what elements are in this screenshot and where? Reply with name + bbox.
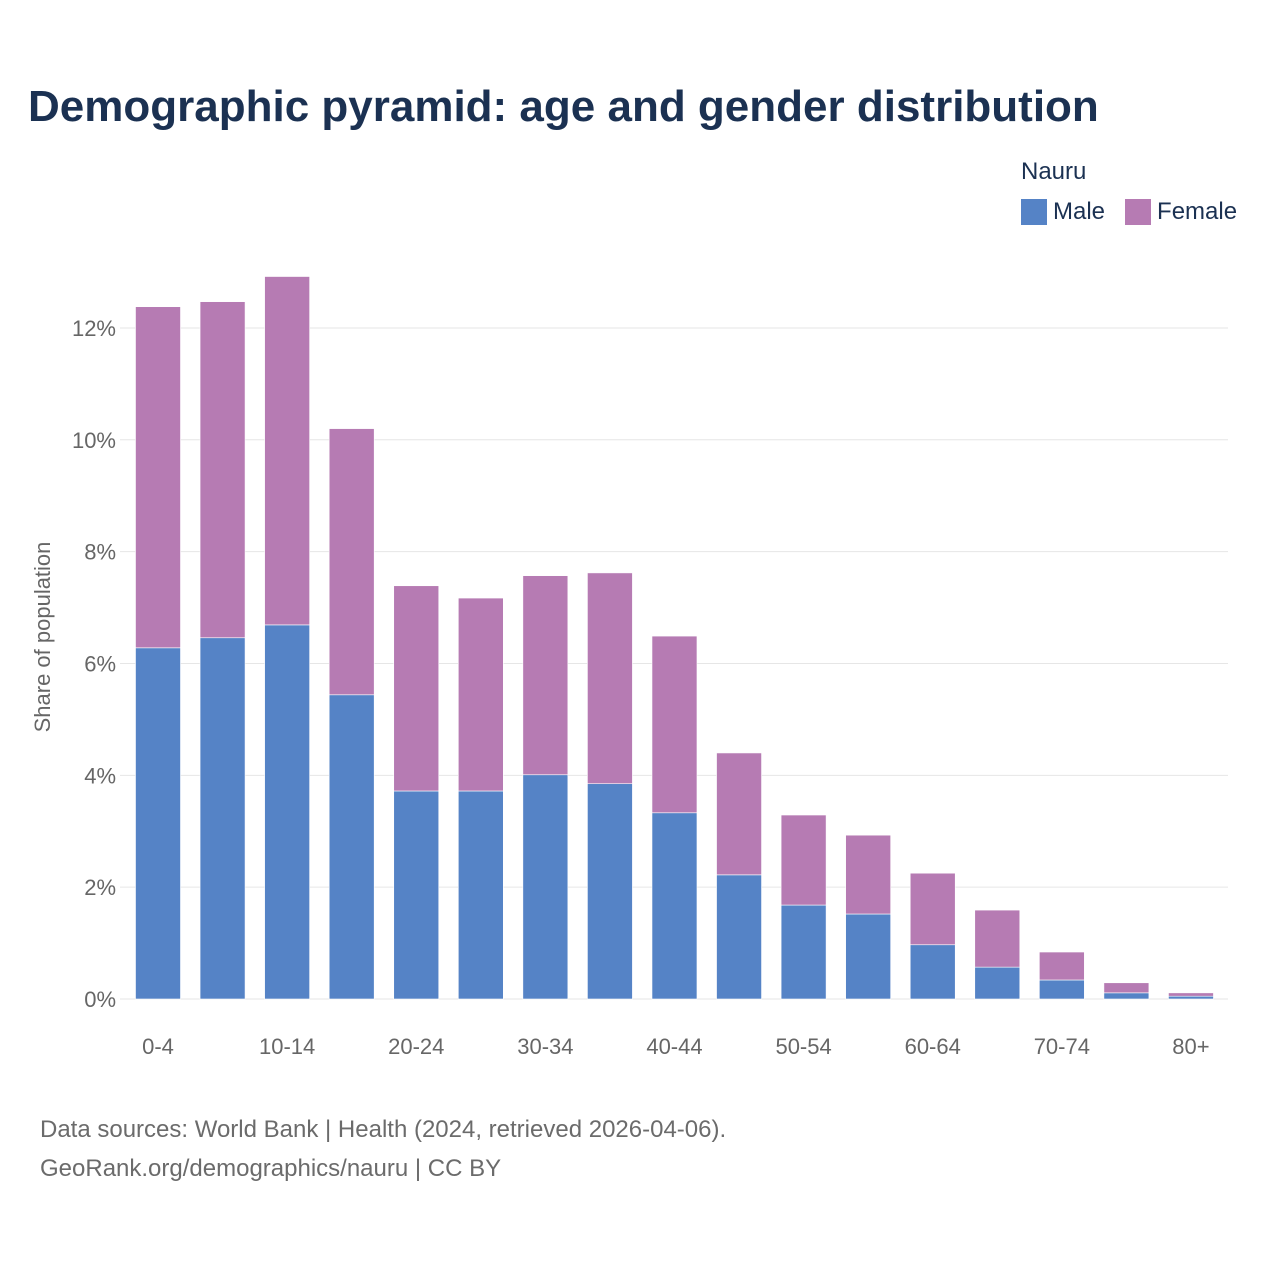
legend-label-male: Male [1053,198,1106,225]
bar-male-15-19 [328,694,375,1000]
bar-male-80+ [1168,995,1214,1000]
bar-male-55-59 [845,913,891,1000]
bar-male-60-64 [909,944,956,1000]
bar-male-50-54 [780,904,827,1000]
bar-male-70-74 [1039,979,1085,1000]
y-axis-label: Share of population [30,542,55,733]
y-tick-label: 2% [84,875,116,900]
bar-female-0-4 [135,306,181,649]
x-tick-label: 30-34 [517,1034,573,1059]
y-tick-label: 12% [72,316,116,341]
bar-female-10-14 [264,276,310,626]
chart-title: Demographic pyramid: age and gender dist… [28,82,1099,131]
bar-female-65-69 [974,909,1021,968]
bar-female-75-79 [1103,982,1150,994]
legend-label-female: Female [1157,198,1238,225]
bar-female-5-9 [199,301,246,639]
y-tick-label: 4% [84,763,116,788]
bar-female-60-64 [909,872,956,946]
y-tick-label: 10% [72,428,116,453]
bar-male-45-49 [716,874,762,1000]
legend-title: Nauru [1021,158,1087,185]
x-tick-label: 40-44 [646,1034,702,1059]
legend-swatch-female [1125,199,1152,225]
bar-female-40-44 [651,635,698,814]
x-tick-label: 70-74 [1034,1034,1090,1059]
bar-female-45-49 [716,752,762,876]
x-tick-label: 20-24 [388,1034,444,1059]
legend-item-female[interactable]: Female [1125,198,1237,226]
bar-male-30-34 [522,774,569,1000]
bar-female-50-54 [780,814,827,906]
bar-female-30-34 [522,575,569,776]
x-tick-label: 60-64 [905,1034,961,1059]
bar-male-35-39 [587,783,633,1000]
x-tick-label: 80+ [1172,1034,1209,1059]
bar-male-40-44 [651,812,698,1000]
footer-credit: GeoRank.org/demographics/nauru | CC BY [40,1155,502,1182]
legend: Male Female [1021,198,1237,226]
bar-female-20-24 [393,585,440,792]
y-tick-label: 6% [84,651,116,676]
bar-female-35-39 [587,572,633,785]
y-tick-label: 0% [84,987,116,1012]
bar-female-80+ [1168,992,1214,997]
footer-sources: Data sources: World Bank | Health (2024,… [40,1116,727,1143]
x-tick-label: 0-4 [142,1034,174,1059]
bar-male-65-69 [974,966,1021,1000]
bar-male-25-29 [457,790,504,1000]
x-tick-label: 10-14 [259,1034,315,1059]
bar-female-70-74 [1039,951,1085,981]
bar-male-5-9 [199,637,246,1000]
bar-male-75-79 [1103,992,1150,1000]
y-tick-label: 8% [84,540,116,565]
bar-female-15-19 [328,428,375,696]
bar-male-20-24 [393,790,440,1000]
bar-female-55-59 [845,834,891,915]
legend-swatch-male [1021,199,1047,225]
bar-male-10-14 [264,624,310,1000]
bar-female-25-29 [457,597,504,792]
bar-male-0-4 [135,647,181,1000]
legend-item-male[interactable]: Male [1021,198,1105,226]
x-tick-label: 50-54 [775,1034,831,1059]
